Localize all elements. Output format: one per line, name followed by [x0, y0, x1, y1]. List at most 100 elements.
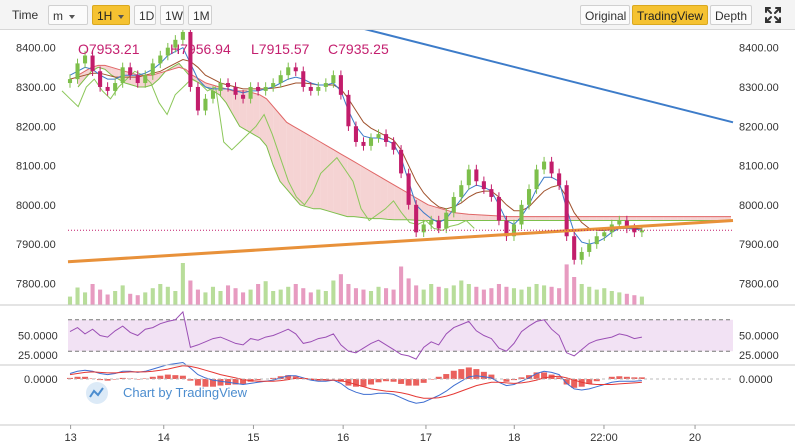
- price-pane[interactable]: [61, 30, 734, 305]
- volume-bar: [83, 292, 88, 305]
- ichimoku-cloud-segment: [306, 134, 314, 209]
- candle-body: [165, 47, 170, 56]
- ichimoku-cloud-segment: [481, 215, 489, 221]
- macd-histogram-bar: [608, 376, 615, 379]
- candle-body: [263, 86, 268, 91]
- candle-body: [474, 169, 479, 182]
- resistance-trendline: [364, 30, 734, 124]
- candle-body: [511, 224, 517, 237]
- ichimoku-cloud-segment: [704, 216, 711, 221]
- volume-bar: [113, 291, 118, 305]
- candle-body: [150, 63, 155, 76]
- candle-body: [496, 196, 501, 221]
- volume-bar: [504, 286, 509, 305]
- volume-bar: [579, 284, 584, 305]
- ichimoku-cloud-segment: [677, 216, 684, 221]
- ichimoku-cloud-segment: [152, 73, 159, 85]
- volume-bar: [391, 289, 396, 305]
- candle-body: [414, 204, 419, 233]
- volume-bar: [248, 289, 253, 305]
- tradingview-chart-icon: [89, 387, 104, 398]
- ichimoku-cloud-segment: [374, 173, 381, 219]
- macd-histogram-bar: [480, 371, 487, 379]
- ichimoku-cloud-segment: [266, 98, 274, 166]
- volume-bar: [180, 263, 185, 305]
- chart-type-select[interactable]: m: [48, 5, 88, 25]
- interval-1w-button[interactable]: 1W: [160, 5, 184, 25]
- macd-histogram-bar: [202, 379, 209, 387]
- candle-body: [639, 230, 644, 233]
- candle-body: [203, 98, 208, 111]
- ichimoku-cloud-segment: [293, 126, 301, 205]
- view-original-button[interactable]: Original: [580, 5, 630, 25]
- macd-pane[interactable]: [67, 361, 733, 404]
- volume-bar: [481, 289, 486, 305]
- macd-histogram-bar: [270, 377, 277, 379]
- macd-histogram-bar: [104, 379, 111, 381]
- macd-histogram-bar: [435, 376, 442, 379]
- volume-bar: [511, 288, 517, 305]
- macd-histogram-bar: [405, 379, 412, 386]
- interval-1m-button[interactable]: 1M: [188, 5, 212, 25]
- candle-body: [120, 67, 125, 84]
- candle-body: [128, 67, 133, 76]
- ichimoku-cloud-segment: [529, 216, 536, 221]
- macd-histogram-bar: [616, 376, 623, 379]
- ichimoku-cloud-segment: [569, 216, 577, 221]
- macd-histogram-bar: [149, 376, 156, 379]
- volume-bar: [98, 289, 103, 305]
- expand-arrows-icon[interactable]: [763, 6, 783, 24]
- candle-body: [113, 83, 118, 91]
- interval-select[interactable]: 1H: [92, 5, 130, 25]
- ichimoku-cloud-segment: [333, 149, 341, 215]
- time-tick-label: 17: [420, 432, 432, 444]
- candle-body: [632, 228, 637, 233]
- volume-bar: [549, 286, 554, 305]
- ichimoku-cloud-segment: [535, 216, 543, 221]
- candle-body: [384, 134, 389, 142]
- rsi-tick-left: 50.0000: [18, 331, 58, 343]
- candle-body: [188, 31, 193, 87]
- ichimoku-cloud-segment: [286, 122, 294, 197]
- macd-histogram-bar: [352, 379, 359, 387]
- price-tick-left: 7900.00: [16, 239, 56, 251]
- senkou-span-a: [77, 62, 731, 221]
- candle-body: [195, 86, 200, 111]
- ichimoku-cloud-segment: [360, 165, 368, 219]
- candle-body: [173, 39, 178, 48]
- candle-body: [376, 134, 381, 139]
- ichimoku-cloud-segment: [226, 88, 233, 115]
- volume-bar: [188, 280, 193, 305]
- ichimoku-cloud-segment: [246, 90, 254, 135]
- rsi-pane[interactable]: [68, 310, 733, 360]
- macd-histogram-bar: [217, 379, 224, 386]
- candle-body: [83, 55, 88, 64]
- ichimoku-cloud-segment: [239, 90, 247, 131]
- ichimoku-cloud-segment: [475, 214, 482, 221]
- view-tradingview-button[interactable]: TradingView: [632, 5, 708, 25]
- view-depth-button[interactable]: Depth: [710, 5, 752, 25]
- watermark-text: Chart by TradingView: [123, 385, 248, 400]
- price-tick-left: 8300.00: [16, 82, 56, 94]
- volume-bar: [218, 291, 223, 305]
- macd-histogram-bar: [383, 379, 390, 382]
- macd-histogram-bar: [398, 379, 405, 384]
- time-tick-label: 22:00: [590, 432, 618, 444]
- candle-body: [105, 86, 110, 91]
- volume-bar: [534, 284, 539, 305]
- volume-bar: [632, 295, 637, 305]
- ichimoku-cloud-segment: [461, 213, 469, 221]
- macd-tick-right: 0.0000: [739, 374, 773, 386]
- price-tick-right: 8100.00: [739, 161, 779, 173]
- candle-body: [90, 55, 95, 72]
- ichimoku-cloud-segment: [454, 212, 462, 221]
- rsi-band: [68, 319, 733, 352]
- candle-body: [308, 86, 313, 91]
- macd-histogram-bar: [112, 379, 119, 380]
- interval-1d-button[interactable]: 1D: [134, 5, 156, 25]
- macd-histogram-bar: [82, 376, 89, 379]
- candle-body: [286, 67, 291, 76]
- tradingview-watermark[interactable]: Chart by TradingView: [86, 382, 248, 404]
- ichimoku-cloud-segment: [428, 204, 435, 221]
- chart-canvas[interactable]: 8400.00 8400.00 8300.00 8300.00 8200.00 8200.…: [0, 30, 795, 445]
